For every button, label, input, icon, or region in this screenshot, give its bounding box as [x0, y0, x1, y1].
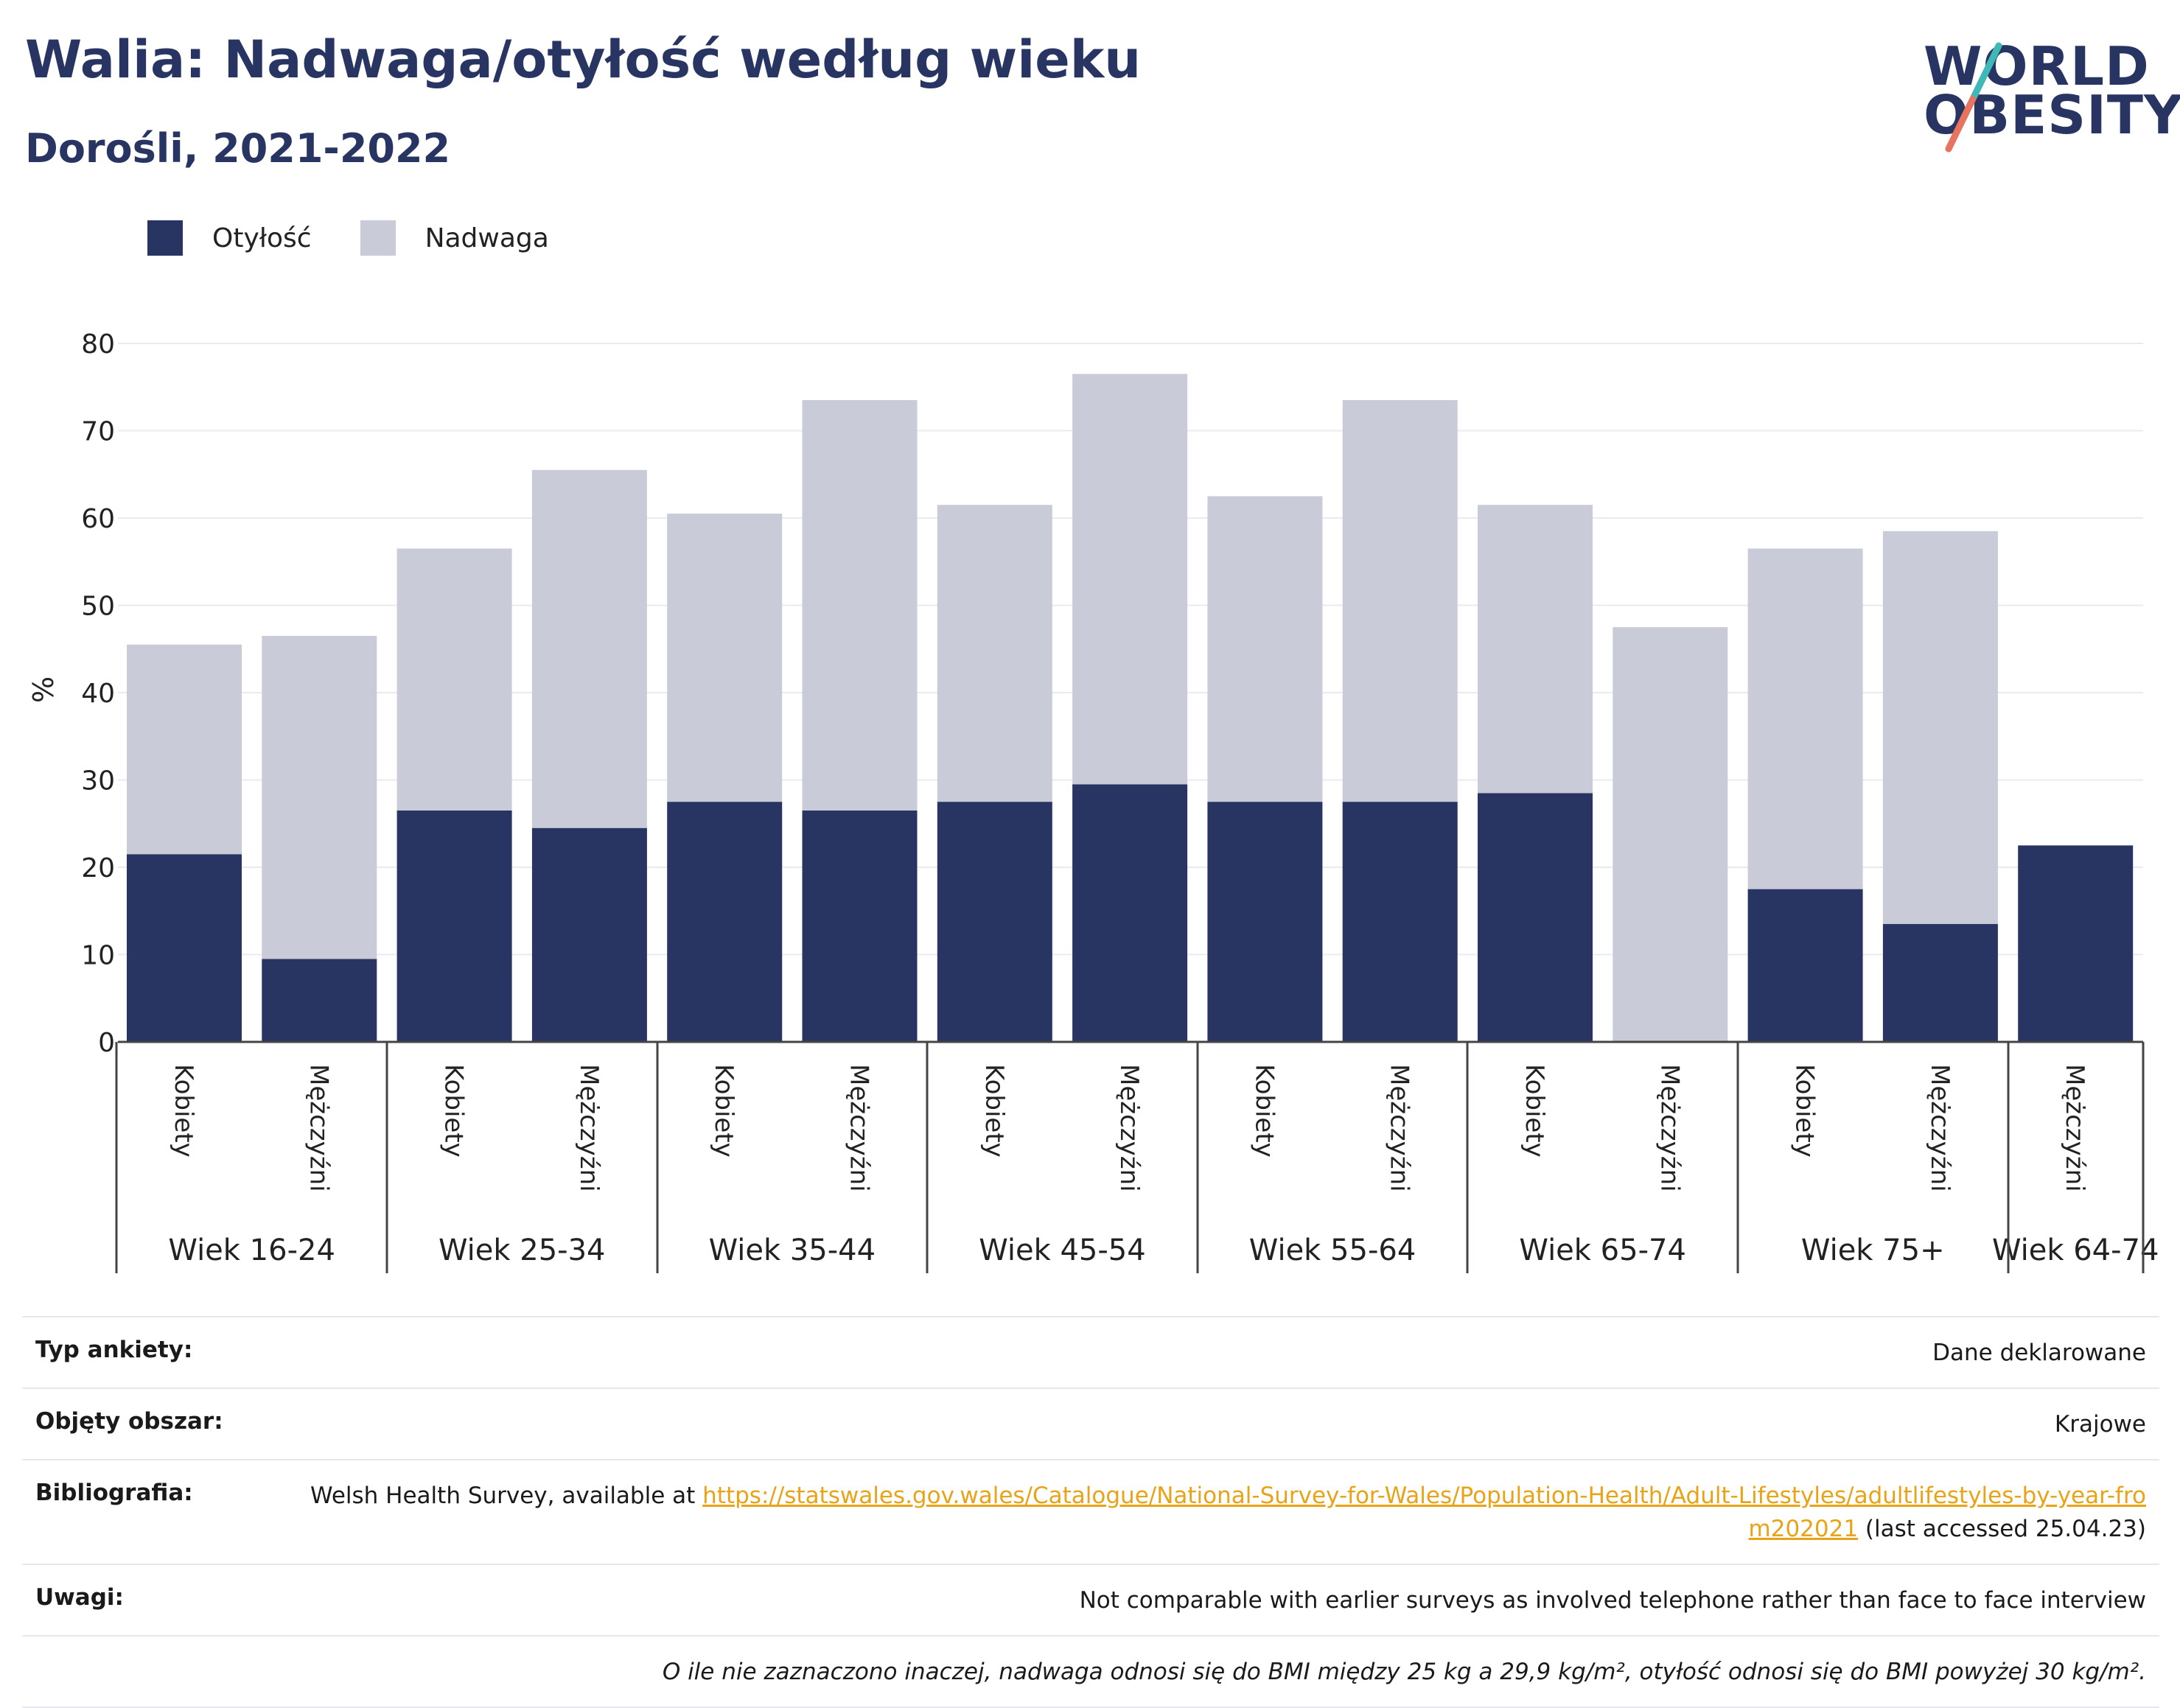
bar-obesity	[127, 854, 242, 1042]
info-row-bibliography: Bibliografia: Welsh Health Survey, avail…	[22, 1458, 2159, 1564]
bar-overweight	[937, 505, 1052, 802]
x-group-label: Wiek 35-44	[709, 1233, 876, 1267]
y-tick-label: 50	[81, 592, 115, 622]
bar-obesity	[531, 827, 647, 1042]
bar-obesity	[1207, 802, 1323, 1042]
legend-label-obesity: Otyłość	[212, 223, 312, 253]
bar-overweight	[802, 400, 918, 811]
bar-overweight	[1478, 505, 1593, 794]
legend-label-overweight: Nadwaga	[425, 223, 549, 253]
bar-overweight	[531, 469, 647, 828]
chart-subtitle: Dorośli, 2021-2022	[25, 125, 451, 172]
x-sex-label: Mężczyźni	[2060, 1064, 2089, 1192]
bar-obesity	[1072, 784, 1188, 1042]
x-sex-label: Kobiety	[709, 1064, 738, 1158]
bar-overweight	[667, 514, 783, 802]
info-label-bibliography: Bibliografia:	[35, 1479, 193, 1506]
x-sex-label: Kobiety	[1520, 1064, 1549, 1158]
bar-overweight	[127, 644, 242, 855]
x-group-label: Wiek 64-74	[1992, 1233, 2159, 1267]
bar-obesity	[1882, 924, 1998, 1042]
world-obesity-logo: WORLD OBESITY	[1924, 22, 2180, 155]
bibliography-link[interactable]: https://statswales.gov.wales/Catalogue/N…	[702, 1482, 2146, 1542]
bar-obesity	[937, 802, 1052, 1042]
info-row-coverage: Objęty obszar: Krajowe	[22, 1387, 2159, 1459]
y-tick-label: 30	[81, 766, 115, 797]
bar-obesity	[667, 802, 783, 1042]
info-label-survey-type: Typ ankiety:	[35, 1337, 193, 1363]
x-sex-label: Mężczyźni	[1925, 1064, 1954, 1192]
logo-slash-icon	[1945, 42, 2002, 153]
info-footnote: O ile nie zaznaczono inaczej, nadwaga od…	[662, 1658, 2146, 1685]
bar-obesity	[396, 810, 512, 1042]
bar-obesity	[2018, 845, 2134, 1042]
info-value-survey-type: Dane deklarowane	[1932, 1340, 2146, 1366]
x-sex-label: Kobiety	[439, 1064, 469, 1158]
info-value-bibliography: Welsh Health Survey, available at https:…	[304, 1480, 2146, 1546]
y-tick-label: 0	[98, 1028, 115, 1058]
legend-swatch-obesity	[147, 220, 183, 256]
bar-obesity	[1478, 793, 1593, 1042]
legend-swatch-overweight	[360, 220, 396, 256]
x-sex-label: Mężczyźni	[1385, 1064, 1414, 1192]
x-sex-label: Kobiety	[979, 1064, 1009, 1158]
bibliography-text: Welsh Health Survey, available at	[310, 1482, 703, 1509]
info-label-coverage: Objęty obszar:	[35, 1407, 223, 1435]
y-tick-label: 10	[81, 941, 115, 971]
bar-obesity	[262, 959, 377, 1042]
bibliography-accessed: (last accessed 25.04.23)	[1858, 1515, 2146, 1542]
chart-title: Walia: Nadwaga/otyłość według wieku	[25, 29, 1142, 90]
x-group-label: Wiek 16-24	[168, 1233, 335, 1267]
x-group-label: Wiek 65-74	[1519, 1233, 1686, 1267]
y-axis-title: %	[27, 676, 60, 703]
bar-overweight	[1207, 496, 1323, 802]
bar-overweight	[1072, 374, 1188, 785]
bar-overweight	[262, 635, 377, 959]
info-label-notes: Uwagi:	[35, 1583, 124, 1611]
y-tick-label: 80	[81, 329, 115, 360]
y-tick-label: 40	[81, 679, 115, 709]
x-group-label: Wiek 45-54	[979, 1233, 1146, 1267]
x-sex-label: Kobiety	[1249, 1064, 1279, 1158]
info-row-footnote: O ile nie zaznaczono inaczej, nadwaga od…	[22, 1634, 2159, 1708]
x-sex-label: Mężczyźni	[574, 1064, 604, 1192]
x-sex-label: Mężczyźni	[1114, 1064, 1144, 1192]
bar-obesity	[1342, 802, 1458, 1042]
y-tick-label: 20	[81, 853, 115, 883]
bar-obesity	[802, 810, 918, 1042]
x-group-label: Wiek 75+	[1801, 1233, 1945, 1267]
bar-overweight	[396, 548, 512, 811]
x-sex-label: Kobiety	[169, 1064, 198, 1158]
bar-overweight	[1882, 531, 1998, 925]
x-sex-label: Mężczyźni	[845, 1064, 874, 1192]
info-table: Typ ankiety: Dane deklarowane Objęty obs…	[22, 1316, 2159, 1708]
legend-item-obesity: Otyłość	[147, 220, 312, 256]
x-group-label: Wiek 55-64	[1249, 1233, 1416, 1267]
logo-text-line1: WORLD	[1924, 35, 2150, 97]
info-row-notes: Uwagi: Not comparable with earlier surve…	[22, 1563, 2159, 1635]
bar-obesity	[1747, 889, 1863, 1042]
chart-legend: Otyłość Nadwaga	[147, 220, 598, 256]
stacked-bar-chart: 0 10 20 30 40 50 60 70 80% Kobiety Mężczyźni Kobiet…	[27, 329, 2159, 1273]
bar-overweight	[1342, 400, 1458, 802]
x-sex-label: Mężczyźni	[304, 1064, 333, 1192]
info-value-notes: Not comparable with earlier surveys as i…	[1079, 1586, 2146, 1614]
info-row-survey-type: Typ ankiety: Dane deklarowane	[22, 1316, 2159, 1387]
bar-overweight	[1613, 627, 1728, 1042]
y-tick-label: 70	[81, 417, 115, 447]
bar-overweight	[1747, 548, 1863, 889]
x-group-label: Wiek 25-34	[439, 1233, 606, 1267]
y-tick-label: 60	[81, 504, 115, 534]
x-sex-label: Mężczyźni	[1655, 1064, 1684, 1192]
x-sex-label: Kobiety	[1790, 1064, 1820, 1158]
info-value-coverage: Krajowe	[2054, 1410, 2146, 1438]
legend-item-overweight: Nadwaga	[360, 220, 549, 256]
